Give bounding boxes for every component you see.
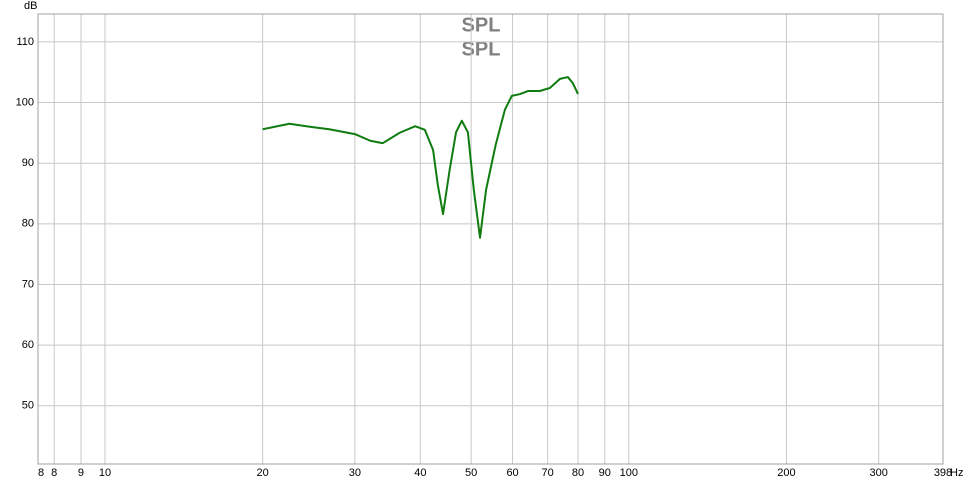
x-tick-label: 20 bbox=[257, 467, 269, 479]
x-tick-label: 50 bbox=[465, 467, 477, 479]
chart-title: SPL bbox=[462, 14, 501, 36]
x-axis-label: Hz bbox=[950, 467, 963, 479]
x-tick-label: 40 bbox=[414, 467, 426, 479]
y-tick-label: 100 bbox=[16, 96, 34, 108]
x-tick-label: 10 bbox=[99, 467, 111, 479]
x-tick-label: 200 bbox=[777, 467, 795, 479]
x-tick-label: 398 bbox=[934, 467, 952, 479]
y-tick-label: 70 bbox=[22, 278, 34, 290]
y-tick-label: 60 bbox=[22, 339, 34, 351]
x-tick-label: 8 bbox=[38, 467, 44, 479]
x-tick-label: 70 bbox=[542, 467, 554, 479]
x-tick-label: 90 bbox=[599, 467, 611, 479]
x-tick-label: 100 bbox=[620, 467, 638, 479]
x-tick-label: 60 bbox=[506, 467, 518, 479]
y-tick-label: 80 bbox=[22, 218, 34, 230]
x-tick-label: 300 bbox=[870, 467, 888, 479]
y-tick-label: 50 bbox=[22, 400, 34, 412]
data-line bbox=[262, 76, 579, 239]
x-tick-label: 30 bbox=[349, 467, 361, 479]
x-tick-label: 8 bbox=[51, 467, 57, 479]
plot-border bbox=[37, 13, 944, 465]
x-tick-label: 80 bbox=[572, 467, 584, 479]
x-tick-label: 9 bbox=[78, 467, 84, 479]
y-tick-label: 110 bbox=[16, 36, 34, 48]
plot-area bbox=[38, 14, 943, 464]
y-axis-label: dB bbox=[24, 0, 37, 12]
y-tick-label: 90 bbox=[22, 157, 34, 169]
